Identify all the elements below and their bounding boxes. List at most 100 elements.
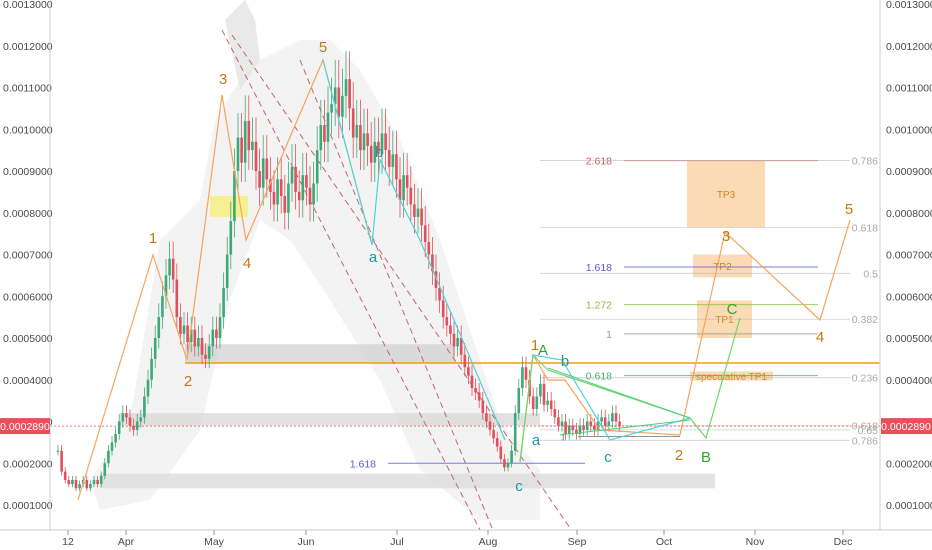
fib-label-right-2: 0.5 [863, 268, 878, 280]
candle-body [578, 425, 582, 435]
candle-body [143, 396, 146, 418]
candle-body [416, 208, 420, 217]
candle-body [600, 417, 603, 422]
candle-body [200, 338, 204, 355]
y-tick-left-7: 0.0008000 [3, 208, 53, 220]
candle-body [294, 166, 297, 192]
candle-body [153, 338, 157, 359]
candle-body [135, 421, 139, 430]
candle-body [582, 425, 585, 430]
candle-body [571, 425, 575, 430]
wave-label-8: A [538, 342, 548, 359]
candle-body [182, 325, 186, 334]
candle-body [193, 329, 197, 347]
candle-body [474, 388, 477, 393]
y-tick-left-10: 0.0011000 [3, 83, 52, 95]
candle-body [456, 338, 459, 347]
fib-label-left-6: 1.618 [350, 458, 376, 470]
candle-body [186, 325, 189, 343]
candle-body [593, 425, 596, 430]
candle-body [229, 221, 233, 255]
candle-body [567, 425, 571, 435]
candle-body [463, 354, 467, 368]
x-tick-label-2: May [204, 536, 225, 548]
fibonacci-layer: 2.618 1.618 1.272 1 0.618 1 1.618 0.786 0.618 0.5… [50, 29, 880, 531]
y-tick-left-3: 0.0004000 [3, 375, 53, 387]
wave-label-15: 3 [722, 228, 730, 245]
candle-body [575, 429, 578, 435]
wave-lines-layer [77, 58, 851, 501]
y-tick-left-0: 0.0001000 [3, 500, 53, 512]
candle-body [607, 421, 611, 426]
candle-body [362, 133, 366, 151]
candle-body [355, 125, 359, 138]
wave-abc-correction [322, 59, 506, 441]
candle-body [297, 191, 301, 201]
triangle-lower [559, 419, 691, 436]
candle-body [261, 158, 265, 188]
candle-body [387, 150, 391, 167]
candle-body [114, 434, 117, 443]
candle-body [74, 479, 78, 489]
candle-body [251, 141, 254, 151]
fib-label-left-0: 2.618 [586, 156, 612, 168]
candle-body [236, 137, 240, 171]
candle-body [179, 317, 182, 334]
fib-label-right-4: 0.236 [852, 373, 878, 385]
candle-body [384, 133, 387, 151]
candle-body [431, 254, 434, 272]
candle-body [485, 413, 488, 422]
candle-body [207, 346, 211, 359]
candle-body [211, 329, 215, 347]
candle-body [312, 183, 315, 205]
candle-body [359, 125, 362, 151]
candle-body [96, 479, 99, 485]
candle-body [449, 325, 452, 334]
y-tick-left-9: 0.0010000 [3, 124, 53, 136]
fib-label-right-1: 0.618 [852, 222, 878, 234]
price-tag-left: 0.0002890 [0, 421, 50, 433]
candle-body [348, 79, 351, 109]
candle-body [128, 417, 132, 426]
y-tick-right-10: 0.0011000 [886, 83, 932, 95]
candle-body [351, 108, 355, 138]
y-tick-right-5: 0.0006000 [886, 291, 932, 303]
price-tag-left-bg [0, 418, 50, 435]
fib-label-right-3: 0.382 [852, 314, 878, 326]
candle-body [398, 179, 402, 201]
candle-body [110, 442, 114, 451]
price-tag-right: 0.0002890 [881, 421, 931, 433]
wave-label-0: 1 [149, 230, 157, 247]
candle-body [585, 421, 589, 430]
candle-body [477, 392, 481, 401]
candle-body [510, 450, 513, 464]
candle-body [269, 179, 272, 192]
candle-body [71, 479, 74, 485]
candle-body [315, 150, 319, 184]
fib-label-left-1: 1.618 [586, 262, 612, 274]
wave-label-10: a [532, 432, 541, 449]
candle-body [319, 125, 323, 151]
candle-body [333, 87, 337, 105]
candle-body [283, 196, 287, 213]
wave-abc-green [519, 317, 741, 463]
candle-body [495, 438, 499, 447]
y-tick-right-12: 0.0013000 [886, 0, 932, 11]
y-tick-right-8: 0.0009000 [886, 166, 932, 178]
wave-label-4: 5 [319, 39, 327, 56]
candle-body [243, 120, 247, 163]
wave-label-7: 1 [531, 337, 539, 354]
candle-body [247, 120, 251, 151]
candle-body [402, 175, 405, 201]
candle-body [56, 450, 60, 452]
wave-label-3: 4 [243, 255, 251, 272]
candle-body [452, 333, 456, 347]
candle-body [503, 459, 506, 468]
candle-body [337, 87, 341, 117]
candle-body [395, 154, 398, 180]
candle-body [413, 204, 416, 217]
candle-body [240, 137, 243, 163]
x-tick-label-6: Sep [568, 536, 587, 548]
y-tick-left-5: 0.0006000 [3, 291, 53, 303]
